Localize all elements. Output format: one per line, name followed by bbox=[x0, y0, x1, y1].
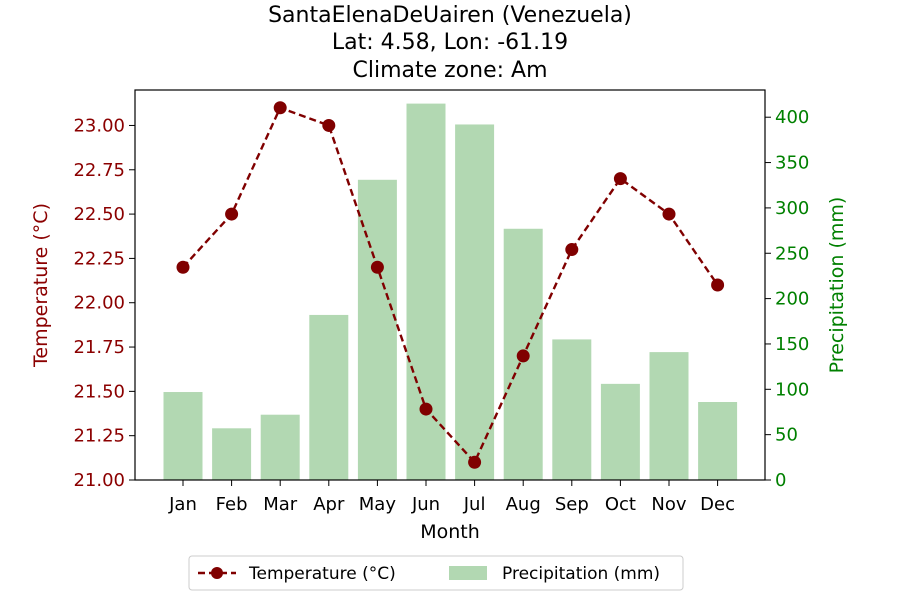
left-tick-label: 22.75 bbox=[73, 160, 125, 181]
right-tick-label: 250 bbox=[775, 243, 809, 264]
right-tick-label: 350 bbox=[775, 153, 809, 174]
legend: Temperature (°C) Precipitation (mm) bbox=[188, 555, 684, 591]
temperature-point-aug bbox=[516, 349, 530, 363]
precipitation-bar-sep bbox=[552, 339, 592, 480]
right-tick-label: 400 bbox=[775, 107, 809, 128]
temperature-point-may bbox=[370, 260, 384, 274]
temperature-point-jun bbox=[419, 402, 433, 416]
right-tick-label: 300 bbox=[775, 198, 809, 219]
temperature-point-dec bbox=[711, 278, 725, 292]
legend-precipitation-label: Precipitation (mm) bbox=[502, 564, 660, 584]
precipitation-bar-mar bbox=[260, 414, 300, 480]
temperature-point-nov bbox=[662, 207, 676, 221]
right-tick-label: 0 bbox=[775, 470, 786, 491]
x-tick-label: Oct bbox=[605, 494, 636, 515]
title-line-2: Lat: 4.58, Lon: -61.19 bbox=[332, 30, 568, 55]
left-tick-label: 21.75 bbox=[73, 337, 125, 358]
precipitation-bar-jun bbox=[406, 103, 446, 481]
temperature-line bbox=[176, 101, 725, 469]
precipitation-bar-oct bbox=[600, 383, 640, 480]
x-tick-label: Jun bbox=[411, 494, 440, 515]
temperature-point-mar bbox=[273, 101, 287, 115]
legend-box bbox=[188, 555, 684, 591]
precipitation-bar-apr bbox=[309, 314, 349, 480]
precipitation-bar-feb bbox=[212, 428, 252, 480]
left-y-axis: 21.00 21.25 21.50 21.75 22.00 22.25 22.50 22.75… bbox=[73, 115, 135, 491]
right-y-axis-label: Precipitation (mm) bbox=[826, 197, 848, 374]
temperature-point-jan bbox=[176, 260, 190, 274]
temperature-point-apr bbox=[322, 118, 336, 132]
right-y-axis: 0 50 100 150 200 250 300 350 400 bbox=[765, 107, 809, 491]
temperature-point-feb bbox=[225, 207, 239, 221]
x-tick-label: Aug bbox=[506, 494, 541, 515]
temperature-point-sep bbox=[565, 243, 579, 257]
x-tick-label: May bbox=[359, 494, 397, 515]
x-tick-label: Apr bbox=[313, 494, 345, 515]
temperature-series-line bbox=[182, 106, 719, 465]
precipitation-bars bbox=[163, 103, 738, 481]
temperature-point-jul bbox=[468, 455, 482, 469]
precipitation-bar-jul bbox=[455, 124, 495, 480]
precipitation-bar-jan bbox=[163, 392, 203, 480]
right-tick-label: 150 bbox=[775, 334, 809, 355]
precipitation-bar-may bbox=[357, 179, 397, 480]
precipitation-bar-dec bbox=[698, 402, 738, 480]
right-tick-label: 200 bbox=[775, 289, 809, 310]
right-tick-label: 50 bbox=[775, 425, 798, 446]
left-tick-label: 22.50 bbox=[73, 204, 125, 225]
x-tick-label: Dec bbox=[700, 494, 735, 515]
precipitation-bar-nov bbox=[649, 352, 689, 480]
x-tick-label: Mar bbox=[263, 494, 298, 515]
x-tick-label: Feb bbox=[216, 494, 248, 515]
title-line-1: SantaElenaDeUairen (Venezuela) bbox=[268, 3, 632, 28]
left-tick-label: 22.00 bbox=[73, 293, 125, 314]
x-axis-label: Month bbox=[420, 521, 480, 543]
left-y-axis-label: Temperature (°C) bbox=[30, 203, 52, 368]
left-tick-label: 22.25 bbox=[73, 248, 125, 269]
plot-frame bbox=[134, 89, 766, 481]
left-tick-label: 21.25 bbox=[73, 426, 125, 447]
x-axis: Jan Feb Mar Apr May Jun Jul Aug Sep Oct Nov Dec bbox=[168, 480, 735, 515]
left-tick-label: 23.00 bbox=[73, 115, 125, 136]
temperature-point-oct bbox=[613, 172, 627, 186]
chart-title: SantaElenaDeUairen (Venezuela) Lat: 4.58… bbox=[268, 3, 632, 83]
legend-temperature-marker-icon bbox=[211, 567, 223, 579]
right-tick-label: 100 bbox=[775, 379, 809, 400]
x-tick-label: Jul bbox=[463, 494, 486, 515]
legend-precipitation-swatch-icon bbox=[449, 566, 487, 580]
left-tick-label: 21.50 bbox=[73, 381, 125, 402]
title-line-3: Climate zone: Am bbox=[352, 58, 547, 83]
x-tick-label: Nov bbox=[651, 494, 686, 515]
x-tick-label: Jan bbox=[168, 494, 197, 515]
left-tick-label: 21.00 bbox=[73, 470, 125, 491]
x-tick-label: Sep bbox=[555, 494, 589, 515]
legend-temperature-label: Temperature (°C) bbox=[248, 564, 396, 584]
